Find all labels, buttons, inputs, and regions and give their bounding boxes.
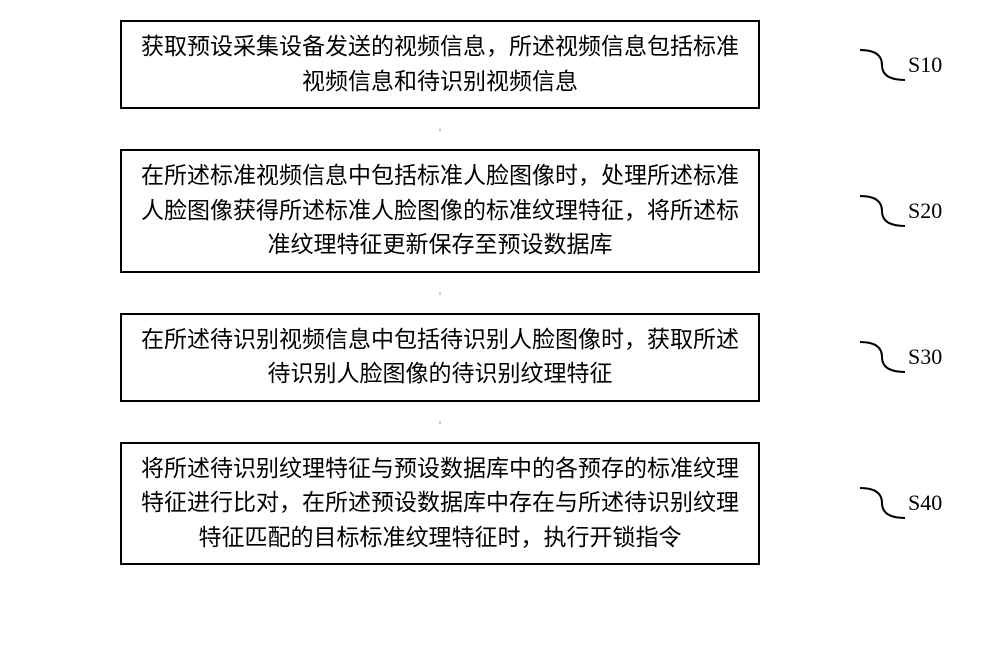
- step-label-wrap-1: S10: [860, 40, 980, 90]
- flowchart-container: 获取预设采集设备发送的视频信息，所述视频信息包括标准视频信息和待识别视频信息 S…: [120, 20, 880, 565]
- step-label: S30: [908, 344, 942, 370]
- step-text: 获取预设采集设备发送的视频信息，所述视频信息包括标准视频信息和待识别视频信息: [141, 34, 739, 94]
- curve-icon: [860, 332, 905, 382]
- curve-icon: [860, 478, 905, 528]
- connector-3: [120, 402, 760, 442]
- step-text: 将所述待识别纹理特征与预设数据库中的各预存的标准纹理特征进行比对，在所述预设数据…: [141, 456, 739, 550]
- step-row-3: 在所述待识别视频信息中包括待识别人脸图像时，获取所述待识别人脸图像的待识别纹理特…: [120, 313, 880, 402]
- step-box-2: 在所述标准视频信息中包括标准人脸图像时，处理所述标准人脸图像获得所述标准人脸图像…: [120, 149, 760, 273]
- curve-icon: [860, 40, 905, 90]
- step-text: 在所述待识别视频信息中包括待识别人脸图像时，获取所述待识别人脸图像的待识别纹理特…: [141, 327, 739, 387]
- step-text: 在所述标准视频信息中包括标准人脸图像时，处理所述标准人脸图像获得所述标准人脸图像…: [141, 163, 739, 257]
- step-box-1: 获取预设采集设备发送的视频信息，所述视频信息包括标准视频信息和待识别视频信息: [120, 20, 760, 109]
- step-box-4: 将所述待识别纹理特征与预设数据库中的各预存的标准纹理特征进行比对，在所述预设数据…: [120, 442, 760, 566]
- arrow-down-icon: [439, 273, 441, 313]
- arrow-down-icon: [439, 402, 441, 442]
- step-label-wrap-2: S20: [860, 186, 980, 236]
- step-row-2: 在所述标准视频信息中包括标准人脸图像时，处理所述标准人脸图像获得所述标准人脸图像…: [120, 149, 880, 273]
- connector-1: [120, 109, 760, 149]
- step-label: S40: [908, 490, 942, 516]
- step-label: S20: [908, 198, 942, 224]
- step-label: S10: [908, 52, 942, 78]
- step-box-3: 在所述待识别视频信息中包括待识别人脸图像时，获取所述待识别人脸图像的待识别纹理特…: [120, 313, 760, 402]
- curve-icon: [860, 186, 905, 236]
- arrow-down-icon: [439, 109, 441, 149]
- step-row-1: 获取预设采集设备发送的视频信息，所述视频信息包括标准视频信息和待识别视频信息 S…: [120, 20, 880, 109]
- step-row-4: 将所述待识别纹理特征与预设数据库中的各预存的标准纹理特征进行比对，在所述预设数据…: [120, 442, 880, 566]
- step-label-wrap-3: S30: [860, 332, 980, 382]
- step-label-wrap-4: S40: [860, 478, 980, 528]
- connector-2: [120, 273, 760, 313]
